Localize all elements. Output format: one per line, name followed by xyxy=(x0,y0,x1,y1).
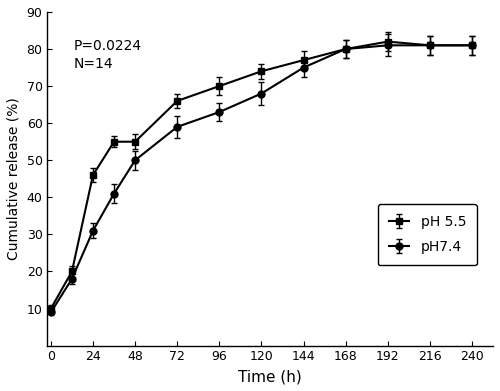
Y-axis label: Cumulative release (%): Cumulative release (%) xyxy=(7,97,21,260)
Text: P=0.0224
N=14: P=0.0224 N=14 xyxy=(74,39,142,71)
Legend: pH 5.5, pH7.4: pH 5.5, pH7.4 xyxy=(378,204,477,265)
X-axis label: Time (h): Time (h) xyxy=(238,369,302,384)
